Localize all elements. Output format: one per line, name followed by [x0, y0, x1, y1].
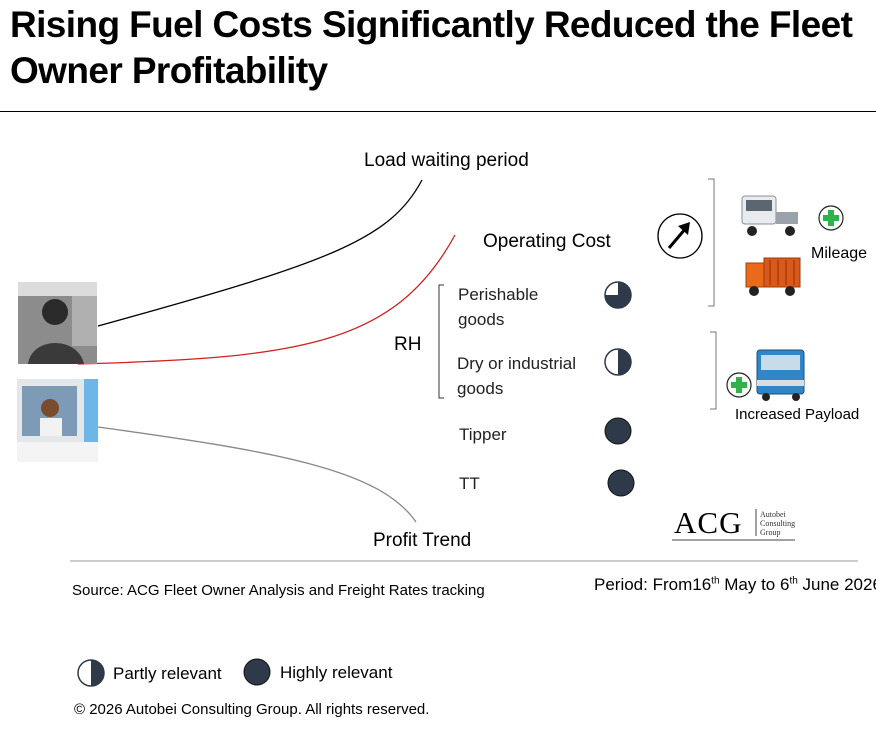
operating-cost-curve: [77, 234, 456, 365]
dry-goods-relevance-icon: [604, 348, 632, 376]
payload-bracket: [710, 331, 717, 410]
logo-mark: ACG: [674, 505, 743, 540]
load-waiting-label: Load waiting period: [364, 150, 529, 171]
payload-truck-icon: [756, 349, 805, 401]
period-note: Period: From16th May to 6th June 2026: [594, 575, 876, 594]
title-divider: [0, 111, 876, 112]
driver-photo-1: [18, 282, 97, 364]
segment-tipper: Tipper: [459, 425, 507, 444]
profit-trend-label: Profit Trend: [373, 530, 472, 551]
cargo-truck-icon: [745, 257, 801, 296]
segment-dry-goods: Dry or industrial goods: [457, 354, 577, 398]
segment-tt: TT: [459, 474, 480, 493]
tt-relevance-icon: [607, 469, 635, 497]
mileage-plus-icon: [818, 205, 844, 231]
profit-trend-curve: [97, 426, 417, 523]
source-note: Source: ACG Fleet Owner Analysis and Fre…: [72, 582, 485, 599]
segment-perishable: Perishable goods: [458, 285, 539, 329]
page-title: Rising Fuel Costs Significantly Reduced …: [10, 4, 853, 91]
copyright: © 2026 Autobei Consulting Group. All rig…: [74, 701, 430, 718]
payload-label: Increased Payload: [735, 406, 860, 423]
arrow-up-right-icon: [657, 213, 703, 259]
legend-highly-label: Highly relevant: [280, 663, 393, 682]
payload-plus-icon: [726, 372, 752, 398]
load-waiting-curve: [97, 179, 423, 327]
tractor-truck-icon: [741, 195, 798, 236]
mileage-bracket: [708, 178, 715, 307]
tipper-relevance-icon: [604, 417, 632, 445]
driver-photo-2: [17, 379, 98, 462]
legend-partly-icon: [77, 659, 105, 687]
legend-highly-icon: [243, 658, 271, 686]
rh-label: RH: [394, 334, 422, 355]
mileage-label: Mileage: [811, 245, 868, 262]
legend-partly-label: Partly relevant: [113, 664, 222, 683]
logo-text: Autobei Consulting Group: [760, 510, 796, 537]
perishable-relevance-icon: [604, 281, 632, 309]
operating-cost-label: Operating Cost: [483, 231, 611, 252]
rh-bracket: [438, 284, 444, 399]
